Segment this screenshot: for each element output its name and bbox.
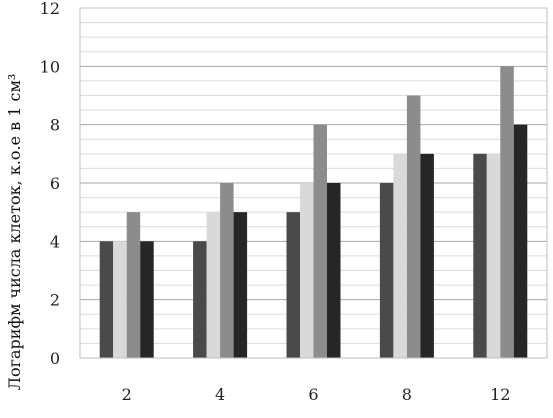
bar bbox=[513, 124, 528, 359]
x-tick-label: 6 bbox=[308, 385, 318, 404]
bar bbox=[206, 212, 221, 358]
x-tick-labels: 2 4 6 8 12 bbox=[122, 385, 511, 404]
y-tick-label: 2 bbox=[50, 291, 60, 310]
bar bbox=[486, 153, 501, 358]
y-tick-label: 8 bbox=[50, 116, 60, 135]
bar bbox=[113, 241, 127, 358]
bar bbox=[473, 153, 487, 358]
bar bbox=[233, 212, 248, 358]
bar bbox=[220, 183, 234, 358]
bar bbox=[140, 241, 154, 358]
bar bbox=[393, 153, 407, 358]
y-tick-label: 10 bbox=[40, 57, 60, 76]
y-tick-label: 0 bbox=[50, 349, 60, 368]
y-axis-label: Логарифм числа клеток, к.о.е в 1 см³ bbox=[5, 74, 24, 391]
plot-border bbox=[79, 7, 548, 359]
bar bbox=[126, 212, 141, 358]
y-tick-labels: 0 2 4 6 8 10 12 bbox=[40, 0, 60, 368]
bars bbox=[99, 66, 528, 359]
bar bbox=[99, 241, 114, 358]
x-tick-label: 12 bbox=[490, 385, 510, 404]
y-tick-label: 12 bbox=[40, 0, 60, 18]
bar bbox=[286, 212, 300, 358]
bar bbox=[300, 183, 314, 358]
bar bbox=[313, 124, 327, 359]
bar bbox=[406, 95, 421, 358]
bar bbox=[420, 153, 434, 358]
bar bbox=[327, 183, 341, 358]
bar bbox=[193, 241, 207, 358]
y-tick-label: 4 bbox=[50, 232, 60, 251]
y-tick-label: 6 bbox=[50, 174, 60, 193]
bar bbox=[379, 183, 394, 358]
x-tick-label: 4 bbox=[215, 385, 225, 404]
bar bbox=[500, 66, 514, 358]
x-tick-label: 2 bbox=[122, 385, 132, 404]
x-tick-label: 8 bbox=[402, 385, 412, 404]
